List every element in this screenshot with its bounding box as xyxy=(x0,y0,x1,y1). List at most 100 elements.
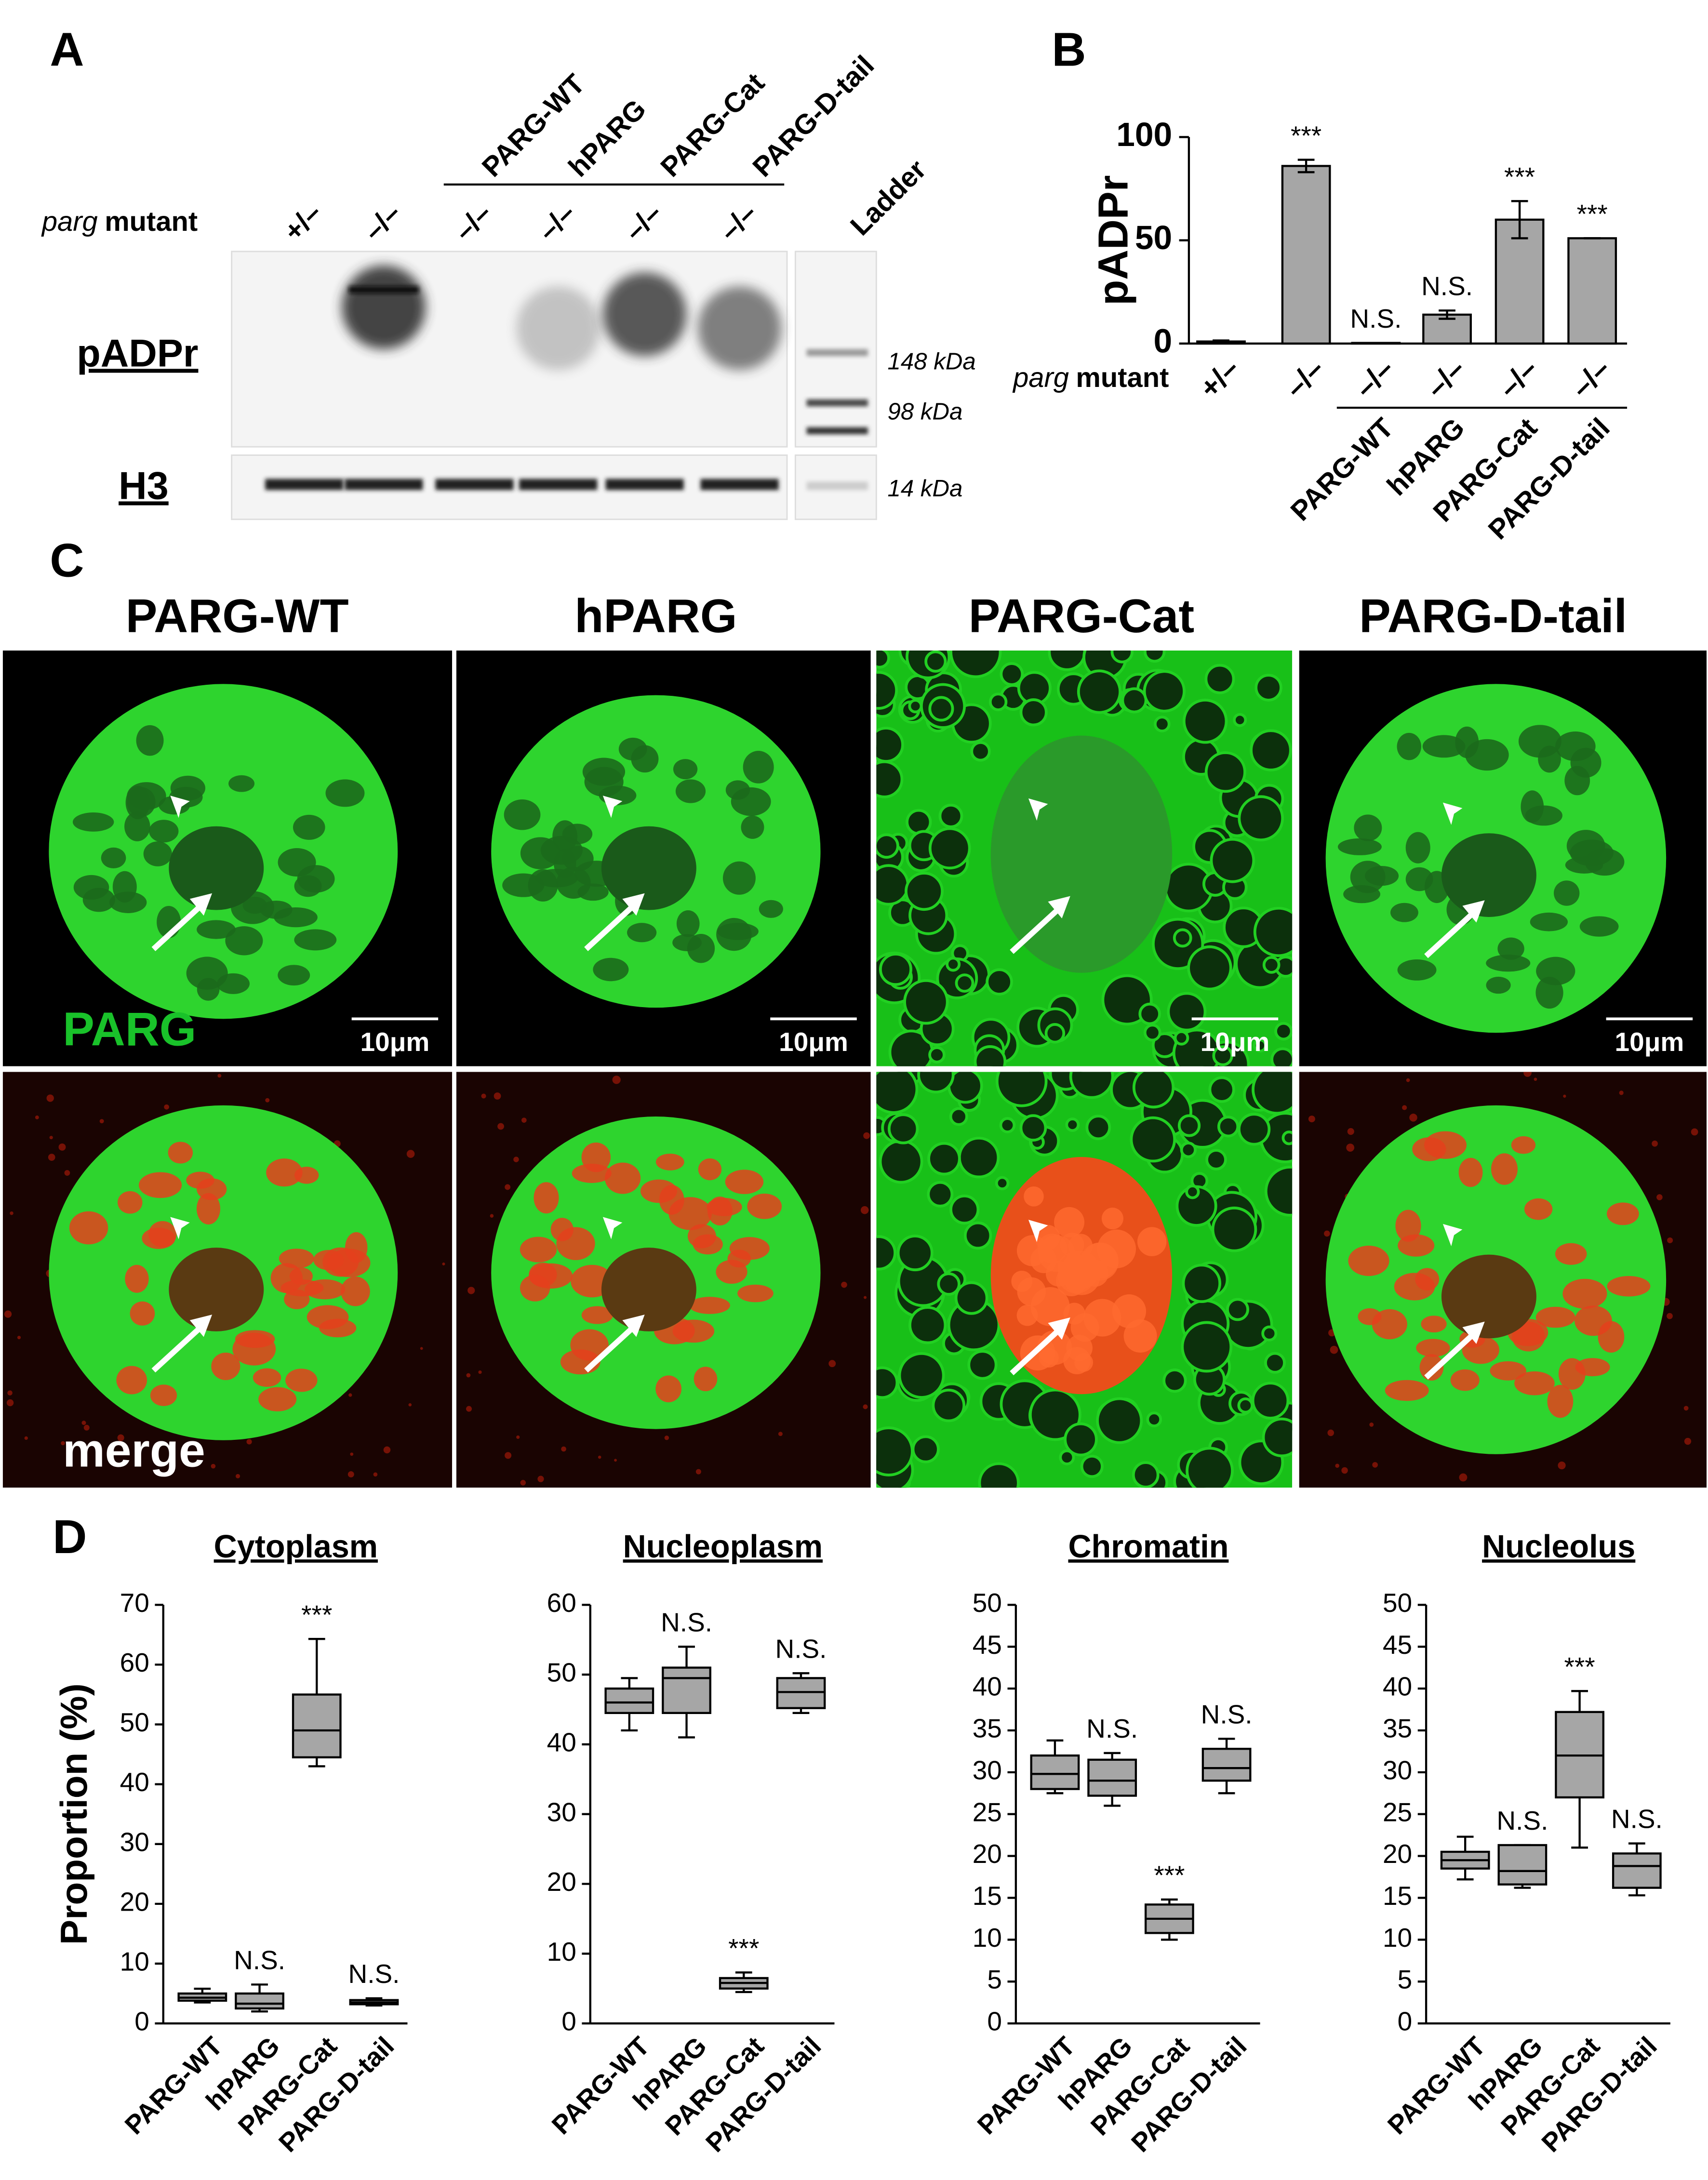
vacuole xyxy=(1226,1298,1249,1321)
column-title: PARG-WT xyxy=(126,589,349,642)
chromatin xyxy=(694,1367,718,1392)
y-tick-label: 30 xyxy=(1383,1755,1412,1785)
speckle xyxy=(1330,1345,1338,1354)
box xyxy=(292,1693,342,1759)
chromatin xyxy=(124,811,150,841)
vacuole xyxy=(911,1435,940,1463)
chromatin xyxy=(570,1329,609,1361)
smear xyxy=(342,265,426,349)
chromatin xyxy=(520,1275,550,1302)
chromatin xyxy=(278,848,316,877)
chromatin xyxy=(196,1193,220,1225)
box xyxy=(1201,1748,1252,1782)
y-axis-label: pADPr xyxy=(1090,175,1136,306)
vacuole xyxy=(1237,1397,1254,1414)
y-tick-label: 50 xyxy=(1135,219,1172,256)
vacuole xyxy=(876,760,904,798)
chromatin xyxy=(1555,1243,1587,1265)
chromatin xyxy=(737,1284,774,1303)
row-label-bold: mutant xyxy=(1076,363,1169,394)
chromatin xyxy=(1450,1369,1480,1391)
blot-row: H3 xyxy=(119,464,169,507)
vacuole xyxy=(908,1306,947,1344)
significance: N.S. xyxy=(234,1945,285,1975)
speckle xyxy=(246,1439,252,1445)
y-axis-label: Proportion (%) xyxy=(53,1683,95,1945)
construct-label: hPARG xyxy=(563,93,652,183)
chromatin xyxy=(225,926,263,956)
chromatin xyxy=(504,799,541,830)
y-tick-label: 20 xyxy=(1383,1839,1412,1869)
chromatin xyxy=(142,1227,175,1249)
speckle xyxy=(1667,1237,1673,1243)
chromatin xyxy=(1422,735,1466,758)
arrowhead-marker xyxy=(1442,802,1463,825)
vacuole xyxy=(1080,1454,1104,1478)
vacuole xyxy=(1251,1382,1290,1420)
y-tick-label: 45 xyxy=(973,1630,1002,1660)
chromatin xyxy=(228,775,255,792)
vacuole xyxy=(1181,1321,1233,1373)
speckle xyxy=(478,1370,482,1374)
micrograph xyxy=(2,1072,453,1488)
y-tick-label: 35 xyxy=(1383,1714,1412,1743)
chromatin xyxy=(130,1301,155,1326)
arrow xyxy=(584,1324,637,1373)
vacuole xyxy=(1153,716,1171,732)
vacuole xyxy=(1212,1045,1233,1066)
chromatin xyxy=(604,1162,641,1194)
y-tick-label: 40 xyxy=(547,1727,576,1757)
h3-band xyxy=(605,479,684,490)
chromatin xyxy=(716,1260,747,1284)
vacuole xyxy=(1252,1072,1293,1115)
chromatin xyxy=(1063,1347,1091,1374)
vacuole xyxy=(1180,1142,1197,1158)
chromatin xyxy=(676,910,700,937)
vacuole xyxy=(887,1113,919,1144)
micrograph xyxy=(876,1072,1293,1488)
significance: *** xyxy=(1154,1860,1185,1890)
speckle xyxy=(408,1403,412,1407)
speckle xyxy=(1409,1114,1417,1122)
speckle xyxy=(10,1211,13,1215)
chart-title: Nucleolus xyxy=(1482,1529,1635,1565)
chromatin xyxy=(747,1194,782,1219)
marker-label: 14 kDa xyxy=(887,475,962,502)
genotype: +/– xyxy=(278,198,328,247)
vacuole xyxy=(876,671,898,710)
speckle xyxy=(35,1115,39,1119)
speckle xyxy=(1652,1140,1658,1147)
speckle xyxy=(217,1074,222,1078)
speckle xyxy=(61,1441,65,1446)
significance: N.S. xyxy=(1201,1700,1253,1729)
vacuole xyxy=(1110,650,1134,664)
chromatin xyxy=(627,923,657,943)
y-tick-label: 5 xyxy=(987,1965,1002,1994)
chromatin xyxy=(1511,1136,1536,1154)
vacuole xyxy=(1262,1417,1293,1458)
chromatin xyxy=(294,929,337,951)
vacuole xyxy=(1096,1397,1143,1444)
vacuole xyxy=(986,968,1013,996)
vacuole xyxy=(1143,650,1166,663)
column-title: hPARG xyxy=(574,589,737,642)
speckle xyxy=(235,1474,240,1478)
speckle xyxy=(1558,1462,1566,1470)
y-tick-label: 25 xyxy=(973,1797,1002,1827)
chromatin xyxy=(581,1142,611,1172)
speckle xyxy=(481,1093,486,1099)
arrow-head xyxy=(1462,1321,1485,1344)
y-tick-label: 60 xyxy=(120,1648,149,1677)
chromatin xyxy=(1562,1278,1607,1309)
speckle xyxy=(1372,1462,1378,1468)
chromatin xyxy=(1486,976,1511,994)
y-tick-label: 40 xyxy=(1383,1672,1412,1701)
bar xyxy=(1494,218,1545,345)
chromatin xyxy=(170,775,206,801)
chromatin xyxy=(687,934,715,963)
x-tick-label: –/– xyxy=(1348,352,1400,404)
micrograph xyxy=(1299,650,1707,1066)
chromatin xyxy=(1405,867,1433,891)
chromatin xyxy=(242,896,267,914)
